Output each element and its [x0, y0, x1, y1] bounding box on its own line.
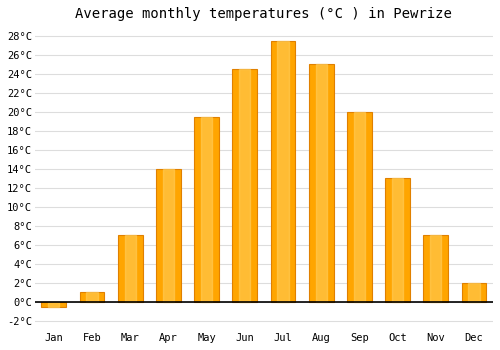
Bar: [239, 69, 250, 302]
Bar: [278, 41, 288, 302]
Bar: [385, 178, 410, 302]
Bar: [80, 292, 104, 302]
Bar: [316, 64, 327, 302]
Title: Average monthly temperatures (°C ) in Pewrize: Average monthly temperatures (°C ) in Pe…: [76, 7, 452, 21]
Bar: [468, 283, 479, 302]
Bar: [354, 112, 365, 302]
Bar: [430, 235, 442, 302]
Bar: [462, 283, 486, 302]
Bar: [309, 64, 334, 302]
Bar: [48, 302, 60, 307]
Bar: [232, 69, 257, 302]
Bar: [124, 235, 136, 302]
Bar: [194, 117, 219, 302]
Bar: [270, 41, 295, 302]
Bar: [156, 169, 181, 302]
Bar: [347, 112, 372, 302]
Bar: [163, 169, 174, 302]
Bar: [86, 292, 98, 302]
Bar: [424, 235, 448, 302]
Bar: [392, 178, 403, 302]
Bar: [201, 117, 212, 302]
Bar: [118, 235, 142, 302]
Bar: [42, 302, 66, 307]
